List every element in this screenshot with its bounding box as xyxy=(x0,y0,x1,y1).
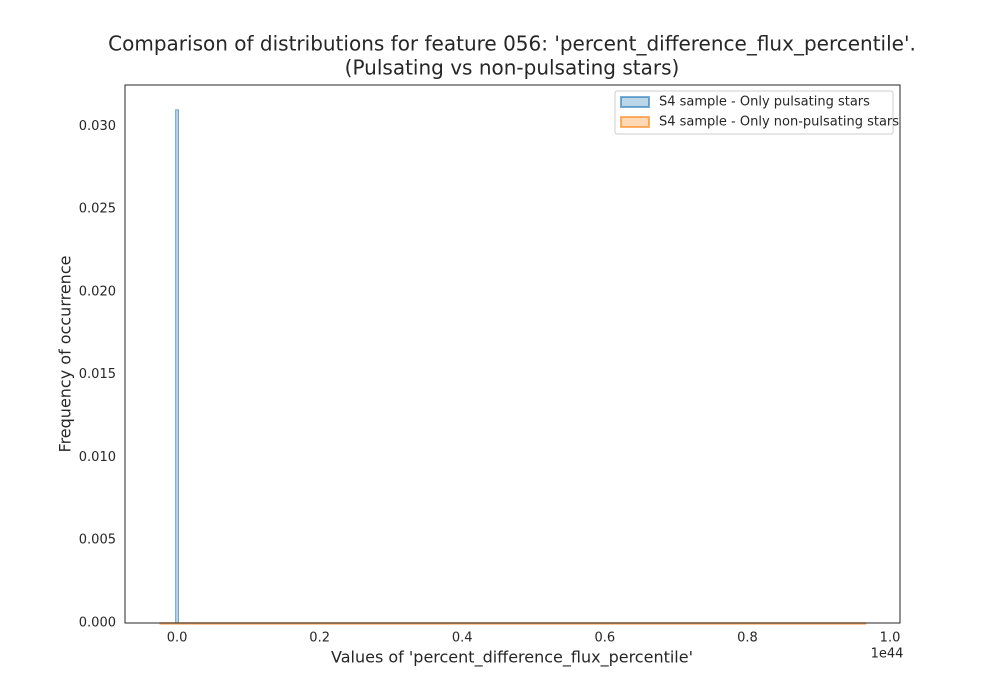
plot-frame xyxy=(124,84,901,624)
x-axis-label: Values of 'percent_difference_flux_perce… xyxy=(331,648,693,668)
y-tick-label: 0.020 xyxy=(79,284,116,299)
y-axis-label: Frequency of occurrence xyxy=(56,256,75,453)
y-tick-label: 0.025 xyxy=(79,202,116,217)
x-tick-label: 1.0 xyxy=(880,631,901,646)
y-tick-label: 0.015 xyxy=(79,367,116,382)
x-tick-label: 0.2 xyxy=(309,631,330,646)
x-tick-label: 0.0 xyxy=(167,631,188,646)
y-tick-label: 0.000 xyxy=(79,616,116,631)
legend-box xyxy=(614,90,894,135)
y-tick-label: 0.010 xyxy=(79,450,116,465)
legend-label: S4 sample - Only pulsating stars xyxy=(659,95,870,110)
legend-label: S4 sample - Only non-pulsating stars xyxy=(659,115,899,130)
chart-title: Comparison of distributions for feature … xyxy=(108,32,916,56)
x-tick-label: 0.4 xyxy=(452,631,473,646)
histogram-bar xyxy=(175,109,179,624)
x-tick-label: 0.6 xyxy=(594,631,615,646)
y-tick-label: 0.005 xyxy=(79,533,116,548)
legend-patch xyxy=(620,116,650,128)
y-tick-label: 0.030 xyxy=(79,119,116,134)
x-offset-label: 1e44 xyxy=(871,647,904,662)
chart-subtitle: (Pulsating vs non-pulsating stars) xyxy=(345,56,680,80)
x-tick-label: 0.8 xyxy=(737,631,758,646)
legend-patch xyxy=(620,96,650,108)
